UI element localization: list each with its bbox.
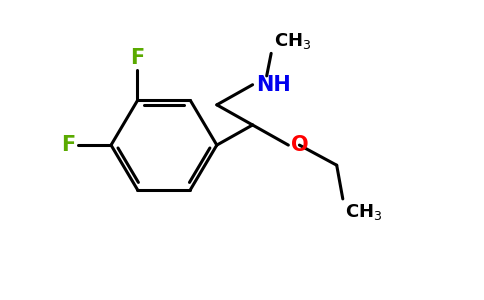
Text: CH$_3$: CH$_3$ — [273, 32, 311, 51]
Text: F: F — [61, 135, 76, 155]
Text: F: F — [130, 48, 145, 68]
Text: NH: NH — [257, 75, 291, 95]
Text: O: O — [291, 135, 308, 155]
Text: CH$_3$: CH$_3$ — [345, 202, 382, 222]
